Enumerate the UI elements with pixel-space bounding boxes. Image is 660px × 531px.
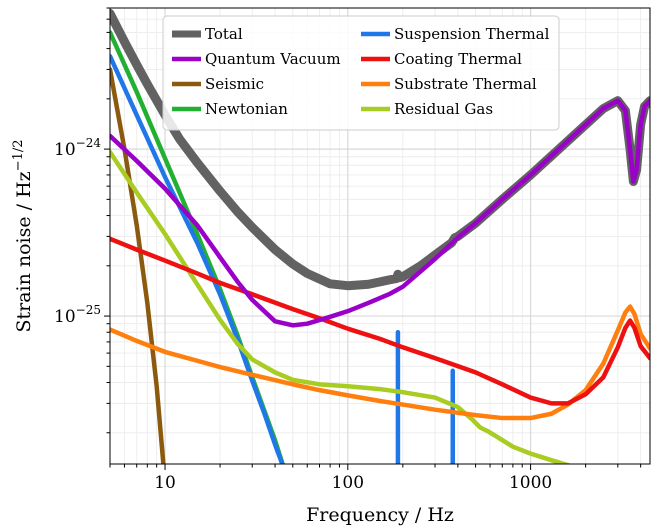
x-tick-label: 1000 (509, 473, 552, 493)
y-tick-label: 10−25 (54, 303, 101, 327)
x-tick-label: 10 (154, 473, 176, 493)
series-coating-thermal-line (110, 236, 650, 406)
ticks-layer (104, 7, 642, 470)
legend-label-coating-thermal: Coating Thermal (394, 50, 522, 68)
series-seismic-line (110, 67, 166, 464)
y-axis-label-exponent: −1/2 (11, 139, 26, 171)
x-tick-label: 100 (332, 473, 364, 493)
series-substrate-thermal-line (110, 304, 650, 421)
legend-label-newtonian: Newtonian (205, 100, 288, 118)
series-suspension-thermal-line (110, 53, 285, 464)
legend-box (162, 15, 560, 131)
legend-label-seismic: Seismic (205, 75, 264, 93)
y-axis-label-main: Strain noise / Hz (13, 171, 35, 332)
x-axis-label: Frequency / Hz (306, 504, 454, 526)
legend-label-suspension-thermal: Suspension Thermal (394, 25, 550, 43)
series-residual-gas-line (110, 149, 572, 464)
y-axis-label-group: Strain noise / Hz−1/2 (11, 139, 35, 332)
legend: Total Quantum Vacuum Seismic Newtonian Suspe… (162, 15, 560, 131)
legend-label-quantum-vacuum: Quantum Vacuum (205, 50, 341, 68)
legend-label-residual-gas: Residual Gas (394, 100, 493, 118)
legend-label-substrate-thermal: Substrate Thermal (394, 75, 537, 93)
legend-label-total: Total (205, 25, 243, 43)
y-tick-label: 10−24 (54, 136, 101, 160)
y-axis-label: Strain noise / Hz−1/2 (11, 139, 35, 332)
series-quantum-vacuum-line (110, 98, 650, 328)
tick-labels: 10 100 1000 10−25 10−24 (54, 136, 552, 493)
series-layer (110, 8, 650, 464)
